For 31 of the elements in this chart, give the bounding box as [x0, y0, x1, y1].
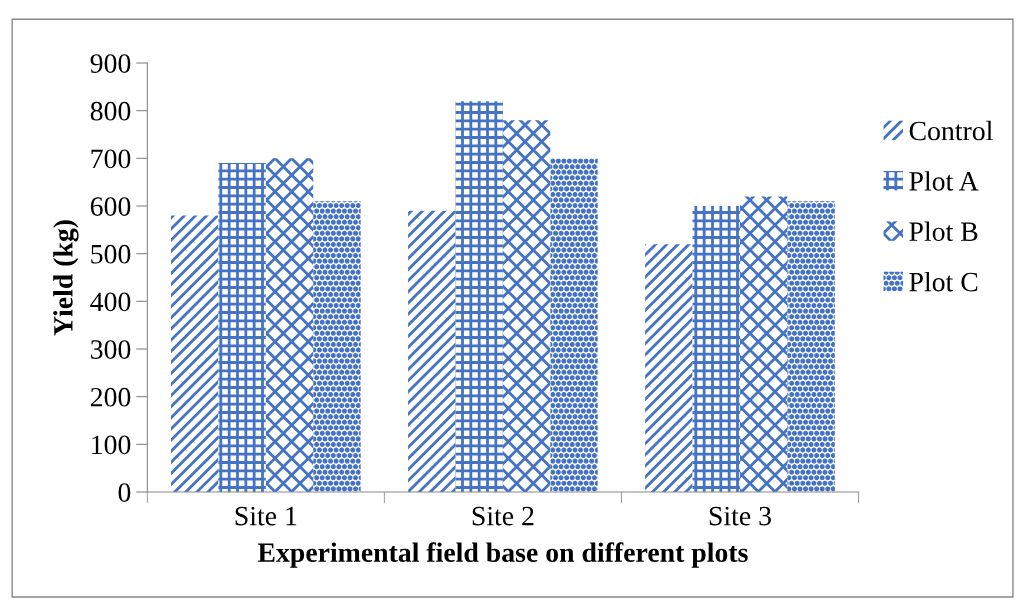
bar	[408, 210, 456, 492]
bar	[502, 120, 551, 492]
bar	[787, 201, 835, 492]
bar	[455, 101, 503, 492]
bar	[171, 215, 219, 492]
bar	[645, 244, 693, 492]
y-tick-label: 100	[92, 435, 131, 455]
y-tick-label: 500	[91, 244, 131, 264]
bar	[692, 206, 740, 492]
y-tick-label: 900	[90, 54, 131, 73]
legend-label: Plot B	[909, 221, 978, 242]
y-tick-label: 800	[90, 101, 131, 121]
y-tick-label: 0	[118, 483, 131, 502]
legend-label: Plot C	[909, 271, 978, 292]
x-tick-label: Site 3	[709, 506, 771, 526]
bar	[218, 163, 266, 492]
x-axis-title: Experimental field base on different plots	[257, 542, 748, 568]
bar	[313, 201, 361, 492]
bar	[739, 196, 788, 492]
legend-label: Plot A	[909, 171, 979, 191]
y-tick-label: 600	[90, 197, 131, 216]
x-tick-label: Site 1	[235, 506, 297, 526]
y-tick-label: 300	[91, 340, 131, 359]
y-tick-label: 200	[90, 387, 131, 407]
bar	[265, 158, 314, 492]
legend-label: Control	[909, 120, 993, 141]
bar	[550, 158, 598, 492]
y-tick-label: 400	[90, 292, 131, 312]
y-axis-title: Yield (kg)	[53, 220, 79, 336]
y-tick-label: 700	[91, 149, 131, 169]
x-tick-label: Site 2	[472, 506, 534, 526]
